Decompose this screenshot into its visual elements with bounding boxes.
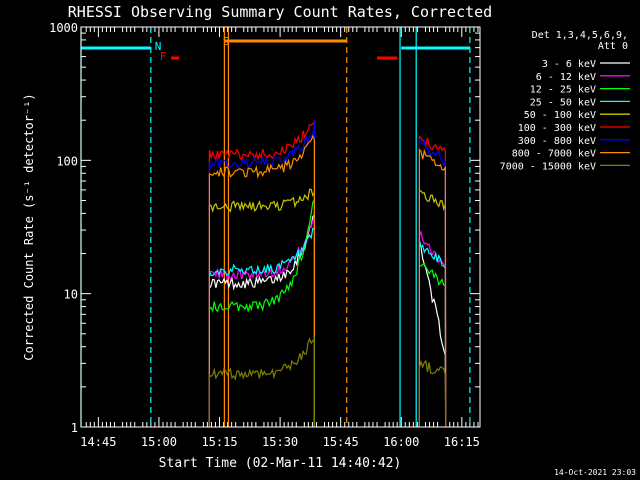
x-tick-label: 15:45 — [323, 435, 359, 449]
flag-bars: NF S — [81, 35, 470, 63]
series-line-5 — [208, 119, 315, 427]
axes: 1 10 100 1000 14:45 15:00 15:15 15:30 15:45 16:00… — [49, 21, 480, 449]
series-line-6 — [418, 137, 447, 428]
legend-header: Det 1,3,4,5,6,9, — [532, 30, 628, 41]
y-tick-label: 10 — [64, 288, 78, 302]
x-tick-label: 16:15 — [444, 435, 480, 449]
legend-label: 7000 - 15000 keV — [500, 161, 596, 172]
legend-label: 3 - 6 keV — [542, 59, 596, 70]
x-tick-label: 15:15 — [201, 435, 237, 449]
vertical-markers — [80, 27, 471, 427]
x-tick-label: 15:00 — [141, 435, 177, 449]
x-axis-label: Start Time (02-Mar-11 14:40:42) — [159, 456, 402, 471]
x-tick-label: 16:00 — [383, 435, 419, 449]
series-line-3 — [418, 240, 447, 428]
legend-label: 300 - 800 keV — [518, 136, 596, 147]
flag-label-F: F — [160, 50, 167, 63]
series-line-4 — [418, 189, 447, 428]
y-tick-label: 1000 — [49, 21, 78, 35]
legend-label: 6 - 12 keV — [536, 72, 596, 83]
series-line-0 — [208, 212, 315, 427]
flag-label-N: N — [155, 40, 162, 53]
plot-frame — [80, 26, 481, 428]
y-tick-label: 1 — [71, 421, 78, 435]
series-line-5 — [418, 135, 447, 428]
series-layer — [208, 119, 447, 428]
series-line-7 — [208, 134, 315, 427]
y-tick-label: 100 — [56, 154, 78, 168]
series-line-0 — [418, 240, 447, 428]
series-line-2 — [418, 263, 447, 428]
legend-label: 12 - 25 keV — [530, 85, 596, 96]
legend-header: Att 0 — [598, 41, 628, 52]
series-line-3 — [208, 227, 315, 427]
flag-label-S: S — [223, 35, 230, 48]
legend-label: 800 - 7000 keV — [512, 149, 596, 160]
series-line-1 — [418, 229, 447, 428]
legend-label: 100 - 300 keV — [518, 123, 596, 134]
y-axis-label: Corrected Count Rate (s⁻¹ detector⁻¹) — [22, 93, 36, 360]
chart-title: RHESSI Observing Summary Count Rates, Co… — [68, 3, 492, 21]
series-line-4 — [208, 188, 315, 427]
series-line-2 — [208, 198, 315, 427]
x-tick-label: 14:45 — [80, 435, 116, 449]
series-line-7 — [418, 148, 447, 428]
legend-label: 50 - 100 keV — [524, 110, 596, 121]
series-line-8 — [208, 336, 315, 427]
x-tick-label: 15:30 — [262, 435, 298, 449]
legend-label: 25 - 50 keV — [530, 97, 596, 108]
series-line-8 — [418, 359, 447, 428]
footer-timestamp: 14-Oct-2021 23:03 — [554, 468, 636, 477]
legend: Det 1,3,4,5,6,9,Att 03 - 6 keV 6 - 12 keV… — [500, 30, 630, 172]
series-line-6 — [208, 121, 315, 427]
